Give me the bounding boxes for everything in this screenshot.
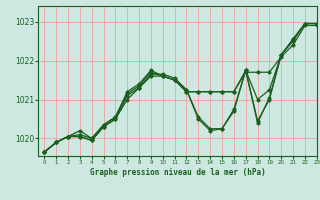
X-axis label: Graphe pression niveau de la mer (hPa): Graphe pression niveau de la mer (hPa) (90, 168, 266, 177)
